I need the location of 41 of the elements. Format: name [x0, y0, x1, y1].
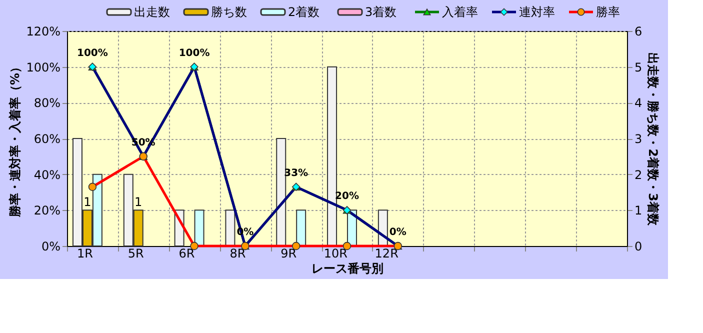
y-tick-label: 0% — [41, 240, 60, 254]
y2-tick-label: 1 — [634, 204, 642, 218]
legend-label: 3着数 — [365, 5, 397, 19]
legend-label: 入着率 — [442, 5, 478, 19]
legend-label: 勝率 — [596, 5, 620, 19]
y2-tick-label: 6 — [634, 24, 642, 38]
y-tick-label: 60% — [34, 132, 60, 146]
y2-tick-label: 0 — [634, 240, 642, 254]
bar — [327, 66, 338, 246]
data-label: 1 — [134, 195, 142, 210]
data-label: 100% — [178, 48, 210, 59]
y-tick-label: 100% — [26, 60, 60, 74]
bar — [276, 138, 286, 246]
y-tick-label: 20% — [34, 204, 60, 218]
y2-axis-title: 出走数・勝ち数・2着数・3着数 — [646, 52, 660, 226]
legend-label: 連対率 — [519, 5, 555, 19]
y2-tick-label: 3 — [634, 132, 642, 146]
data-label: 100% — [77, 48, 108, 59]
legend-label: 勝ち数 — [211, 5, 247, 19]
legend-label: 2着数 — [288, 5, 320, 19]
x-tick-label: 1R — [76, 246, 93, 260]
y-tick-label: 40% — [34, 168, 60, 182]
x-axis-title: レース番号別 — [312, 262, 384, 276]
x-tick-label: 9R — [280, 246, 297, 260]
bar — [194, 210, 204, 246]
bar — [225, 210, 236, 246]
y-axis-title: 勝率・連対率・入着率（%） — [8, 60, 22, 218]
y2-tick-label: 4 — [634, 96, 642, 110]
y-tick-label: 80% — [34, 96, 60, 110]
y2-tick-label: 5 — [634, 60, 642, 74]
legend-label: 出走数 — [134, 5, 170, 19]
x-tick-label: 12R — [374, 246, 398, 260]
y-tick-label: 120% — [26, 24, 60, 38]
data-label: 0% — [389, 227, 406, 238]
x-tick-label: 8R — [230, 246, 246, 260]
x-tick-label: 5R — [128, 246, 144, 260]
x-tick-label: 10R — [324, 246, 348, 260]
y2-tick-label: 2 — [634, 168, 642, 182]
x-tick-label: 6R — [178, 246, 195, 260]
bar — [296, 210, 306, 246]
data-label: 1 — [84, 195, 92, 210]
